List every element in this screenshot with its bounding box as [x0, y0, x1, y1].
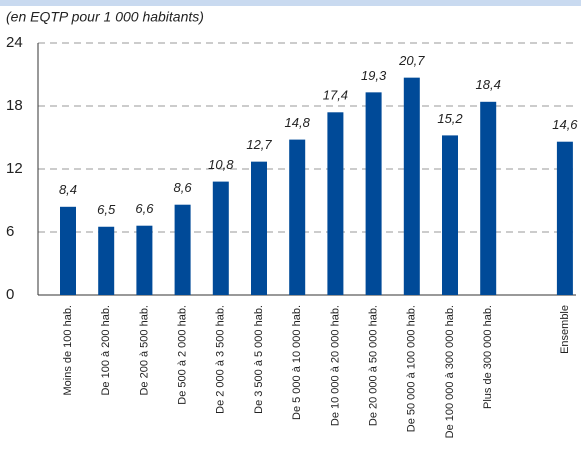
x-tick-label: De 500 à 2 000 hab.: [177, 305, 189, 405]
x-tick-label: De 100 à 200 hab.: [100, 305, 112, 396]
x-tick-label: De 50 000 à 100 000 hab.: [406, 305, 418, 432]
value-label: 8,6: [174, 180, 193, 195]
x-tick-label: De 5 000 à 10 000 hab.: [291, 305, 303, 420]
chart-subtitle: (en EQTP pour 1 000 habitants): [6, 9, 204, 25]
x-tick-label: Moins de 100 hab.: [62, 305, 74, 396]
y-tick-label: 0: [6, 286, 14, 303]
bar: [365, 92, 382, 295]
bar: [442, 135, 458, 295]
bar: [212, 181, 229, 295]
bar: [327, 112, 344, 295]
x-tick-label: De 20 000 à 50 000 hab.: [368, 305, 380, 426]
value-label: 18,4: [476, 77, 501, 92]
x-tick-label: De 10 000 à 20 000 hab.: [329, 305, 341, 426]
x-tick-label: De 100 000 à 300 000 hab.: [444, 305, 456, 438]
y-tick-label: 6: [6, 223, 14, 240]
value-label: 15,2: [437, 111, 463, 126]
value-label: 17,4: [323, 88, 348, 103]
value-label: 12,7: [246, 137, 272, 152]
value-label: 6,6: [135, 201, 154, 216]
bar: [60, 206, 76, 295]
value-label: 14,8: [285, 115, 311, 130]
bar: [403, 77, 420, 296]
value-label: 8,4: [59, 182, 77, 197]
y-tick-label: 24: [6, 34, 23, 51]
bar: [556, 141, 573, 295]
value-label: 20,7: [398, 53, 425, 68]
bar: [98, 226, 115, 295]
value-label: 19,3: [361, 68, 387, 83]
top-band: [0, 0, 581, 6]
x-tick-label: Plus de 300 000 hab.: [482, 305, 494, 409]
bar: [289, 139, 306, 295]
bar: [251, 161, 267, 295]
x-tick-label: Ensemble: [559, 305, 571, 354]
bar: [174, 204, 191, 295]
bar: [136, 225, 153, 295]
x-tick-label: De 200 à 500 hab.: [138, 305, 150, 396]
value-label: 14,6: [552, 117, 578, 132]
y-tick-label: 12: [6, 160, 23, 177]
x-tick-label: De 3 500 à 5 000 hab.: [253, 305, 265, 414]
bar: [480, 101, 497, 295]
x-tick-label: De 2 000 à 3 500 hab.: [215, 305, 227, 414]
value-label: 6,5: [97, 202, 116, 217]
y-tick-label: 18: [6, 97, 23, 114]
value-label: 10,8: [208, 157, 234, 172]
